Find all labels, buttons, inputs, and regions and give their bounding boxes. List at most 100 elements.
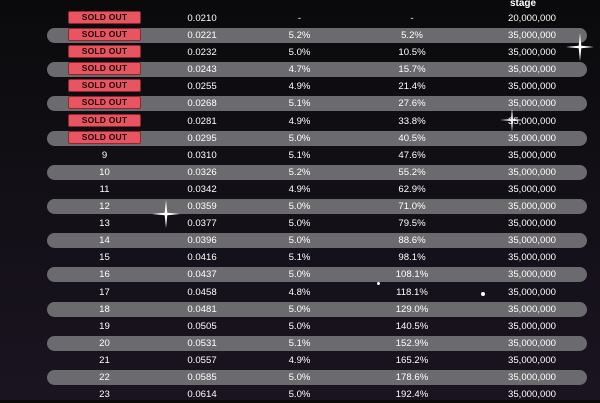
table-row: 14 0.0396 5.0% 88.6% 35,000,000 bbox=[47, 232, 587, 249]
table-row: SOLD OUT 0.0281 4.9% 33.8% 35,000,000 bbox=[47, 113, 587, 130]
table-row: 23 0.0614 5.0% 192.4% 35,000,000 bbox=[47, 386, 587, 403]
sold-out-badge: SOLD OUT bbox=[67, 113, 142, 127]
roi-cell: 79.5% bbox=[398, 218, 426, 230]
presale-stage-table: SOLD OUT 0.0210 - - 20,000,000 SOLD OUT 0.0221… bbox=[47, 10, 587, 403]
stage-cell: SOLD OUT bbox=[62, 44, 147, 61]
tokens-cell: 35,000,000 bbox=[507, 201, 556, 213]
tokens-cell: 35,000,000 bbox=[507, 354, 556, 366]
table-row: 12 0.0359 5.0% 71.0% 35,000,000 bbox=[47, 198, 587, 215]
increase-cell: 4.9% bbox=[288, 183, 311, 195]
tokens-cell: 35,000,000 bbox=[507, 303, 556, 315]
roi-cell: 62.9% bbox=[398, 183, 426, 195]
tokens-cell: 35,000,000 bbox=[507, 81, 556, 93]
tokens-cell: 35,000,000 bbox=[507, 149, 556, 161]
tokens-cell: 35,000,000 bbox=[507, 286, 556, 298]
table-row: 19 0.0505 5.0% 140.5% 35,000,000 bbox=[47, 318, 587, 335]
tokens-cell: 35,000,000 bbox=[507, 98, 556, 110]
stage-number: 10 bbox=[99, 166, 110, 178]
increase-cell: 5.0% bbox=[288, 235, 311, 247]
roi-cell: 27.6% bbox=[398, 98, 426, 110]
table-row: 11 0.0342 4.9% 62.9% 35,000,000 bbox=[47, 181, 587, 198]
tokens-cell: 35,000,000 bbox=[507, 320, 556, 332]
roi-cell: 40.5% bbox=[398, 132, 426, 144]
stage-number: 16 bbox=[99, 269, 110, 281]
roi-cell: 108.1% bbox=[395, 269, 429, 281]
price-cell: 0.0210 bbox=[187, 13, 217, 24]
increase-cell: 5.2% bbox=[288, 30, 311, 42]
stage-number: 18 bbox=[99, 303, 110, 315]
tokens-cell: 35,000,000 bbox=[507, 166, 556, 178]
table-row: SOLD OUT 0.0268 5.1% 27.6% 35,000,000 bbox=[47, 95, 587, 112]
roi-cell: 10.5% bbox=[398, 47, 426, 59]
table-row: SOLD OUT 0.0221 5.2% 5.2% 35,000,000 bbox=[47, 27, 587, 44]
sold-out-badge: SOLD OUT bbox=[67, 28, 142, 42]
increase-cell: 5.1% bbox=[288, 98, 311, 110]
stage-number: 14 bbox=[99, 235, 110, 247]
table-row: 15 0.0416 5.1% 98.1% 35,000,000 bbox=[47, 249, 587, 266]
table-row: 16 0.0437 5.0% 108.1% 35,000,000 bbox=[47, 266, 587, 283]
roi-cell: 71.0% bbox=[398, 201, 426, 213]
tokens-cell: 35,000,000 bbox=[507, 30, 556, 42]
increase-cell: 5.1% bbox=[288, 337, 311, 349]
tokens-cell: 35,000,000 bbox=[507, 252, 556, 264]
table-row: 10 0.0326 5.2% 55.2% 35,000,000 bbox=[47, 164, 587, 181]
roi-cell: 118.1% bbox=[396, 286, 428, 298]
table-row: SOLD OUT 0.0255 4.9% 21.4% 35,000,000 bbox=[47, 78, 587, 95]
table-row: SOLD OUT 0.0243 4.7% 15.7% 35,000,000 bbox=[47, 61, 587, 78]
sold-out-badge: SOLD OUT bbox=[67, 79, 142, 93]
table-row: 17 0.0458 4.8% 118.1% 35,000,000 bbox=[47, 284, 587, 301]
price-cell: 0.0310 bbox=[187, 149, 217, 161]
stage-cell: SOLD OUT bbox=[62, 10, 147, 27]
table-row: 21 0.0557 4.9% 165.2% 35,000,000 bbox=[47, 352, 587, 369]
increase-cell: 5.0% bbox=[288, 218, 311, 230]
increase-cell: - bbox=[297, 13, 302, 24]
price-cell: 0.0255 bbox=[187, 81, 217, 93]
sold-out-badge: SOLD OUT bbox=[67, 130, 142, 144]
tokens-cell: 35,000,000 bbox=[507, 64, 556, 76]
table-row: SOLD OUT 0.0232 5.0% 10.5% 35,000,000 bbox=[47, 44, 587, 61]
roi-cell: 129.0% bbox=[395, 303, 429, 315]
sold-out-badge: SOLD OUT bbox=[67, 45, 142, 59]
roi-cell: - bbox=[410, 13, 414, 24]
stage-number: 15 bbox=[99, 252, 110, 264]
dot-icon bbox=[377, 282, 380, 285]
increase-cell: 5.0% bbox=[288, 303, 311, 315]
price-cell: 0.0377 bbox=[187, 218, 217, 230]
stage-number: 22 bbox=[99, 371, 110, 383]
increase-cell: 5.1% bbox=[288, 252, 311, 264]
price-cell: 0.0221 bbox=[187, 30, 217, 42]
sold-out-badge: SOLD OUT bbox=[67, 10, 142, 24]
roi-cell: 192.4% bbox=[395, 389, 429, 401]
increase-cell: 5.1% bbox=[288, 149, 311, 161]
stage-number: 21 bbox=[99, 354, 110, 366]
sold-out-badge: SOLD OUT bbox=[67, 96, 142, 110]
price-cell: 0.0505 bbox=[187, 320, 217, 332]
sparkle-icon bbox=[152, 200, 180, 228]
increase-cell: 4.8% bbox=[288, 286, 311, 298]
tokens-cell: 35,000,000 bbox=[507, 269, 556, 281]
dot-icon bbox=[481, 292, 485, 296]
increase-cell: 5.0% bbox=[288, 371, 311, 383]
column-header-stage: stage bbox=[509, 0, 537, 9]
tokens-cell: 35,000,000 bbox=[507, 389, 556, 401]
stage-number: 17 bbox=[99, 286, 110, 298]
price-cell: 0.0481 bbox=[187, 303, 217, 315]
increase-cell: 4.9% bbox=[288, 354, 311, 366]
stage-number: 13 bbox=[99, 218, 110, 230]
increase-cell: 5.0% bbox=[288, 320, 311, 332]
tokens-cell: 35,000,000 bbox=[507, 218, 556, 230]
stage-cell: SOLD OUT bbox=[62, 27, 147, 44]
sparkle-icon bbox=[500, 108, 524, 132]
price-cell: 0.0437 bbox=[187, 269, 217, 281]
increase-cell: 4.9% bbox=[288, 115, 311, 127]
increase-cell: 4.9% bbox=[288, 81, 311, 93]
price-cell: 0.0243 bbox=[187, 64, 217, 76]
sparkle-icon bbox=[566, 33, 594, 61]
roi-cell: 55.2% bbox=[398, 166, 426, 178]
roi-cell: 140.5% bbox=[395, 320, 429, 332]
price-cell: 0.0268 bbox=[187, 98, 217, 110]
roi-cell: 152.9% bbox=[395, 337, 429, 349]
stage-number: 19 bbox=[99, 320, 110, 332]
roi-cell: 33.8% bbox=[398, 115, 426, 127]
tokens-cell: 35,000,000 bbox=[507, 115, 556, 127]
